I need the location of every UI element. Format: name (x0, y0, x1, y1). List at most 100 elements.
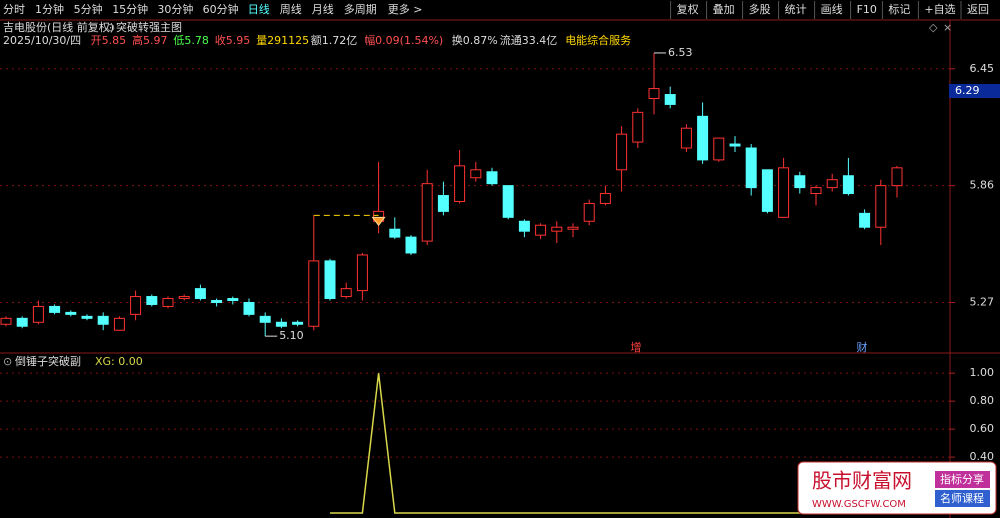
info-date: 2025/10/30/四 (3, 34, 81, 47)
period-tab[interactable]: 日线 (248, 2, 270, 16)
toolbar: 分时 1分钟 5分钟 15分钟 30分钟 60分钟 日线 周线 月线 多周期 更多 > 返回 +自选 标记… (3, 1, 989, 19)
info-amount: 额1.72亿 (311, 34, 358, 47)
watermark-url: WWW.GSCFW.COM (812, 499, 906, 510)
y-tick-label: 0.60 (970, 422, 995, 435)
candle-body (567, 226, 579, 230)
candle-body (551, 226, 563, 232)
candle-body (211, 300, 223, 303)
candle-body (891, 167, 903, 187)
sub-title: 倒锤子突破副 (15, 354, 81, 368)
candle-body (875, 185, 887, 228)
candle-body (535, 224, 547, 236)
info-turnover: 换0.87% (452, 33, 498, 47)
candle-body (794, 175, 806, 189)
sub-title-icon[interactable]: ⊙ (3, 355, 12, 368)
candle-body (502, 185, 514, 218)
tag-box (935, 490, 990, 507)
signal-diamond (371, 216, 386, 227)
candle-body (389, 228, 401, 238)
candle-body (324, 260, 336, 300)
toolbar-button[interactable]: 标记 (888, 2, 910, 16)
cursor-price-box (949, 84, 1000, 98)
toolbar-button[interactable]: +自选 (924, 3, 955, 16)
period-tab[interactable]: 1分钟 (35, 2, 64, 16)
candle-body (405, 236, 417, 254)
candle-body (16, 317, 28, 327)
diamond-icon[interactable]: ◇ (929, 21, 938, 34)
candle-body (697, 115, 709, 161)
info-float: 流通33.4亿 (500, 33, 558, 47)
candle-body (778, 167, 790, 218)
candle-body (243, 301, 255, 315)
candle-body (648, 88, 660, 99)
template-name: 突破转强主图 (116, 20, 182, 34)
y-tick-label: 6.45 (970, 62, 995, 75)
info-row: 吉电股份(日线 前复权) 突破转强主图⊙ 2025/10/30/四 开5.85 高5.9… (3, 20, 631, 47)
candle-body (32, 305, 44, 323)
info-close: 收5.95 (215, 33, 251, 47)
candle-body (97, 315, 109, 325)
candle-body (146, 296, 158, 305)
candle-body (178, 296, 190, 300)
candle-body (275, 321, 287, 327)
watermark: 股市财富网 WWW.GSCFW.COM 指标分享 名师课程 (797, 461, 997, 515)
close-icon[interactable]: × (943, 21, 952, 34)
marker: 财 (857, 340, 868, 354)
toolbar-button[interactable]: 叠加 (713, 3, 735, 16)
candle-body (65, 311, 77, 315)
info-open: 开5.85 (91, 34, 127, 47)
template-icon[interactable]: ⊙ (106, 21, 115, 34)
period-tab[interactable]: 周线 (280, 2, 302, 16)
sub-value: XG: 0.00 (95, 355, 143, 368)
candle-body (470, 169, 482, 179)
period-tab[interactable]: 30分钟 (157, 2, 193, 16)
candle-body (340, 288, 352, 298)
candle-body (583, 202, 595, 222)
period-tab[interactable]: 更多 > (388, 2, 423, 16)
period-tab[interactable]: 分时 (3, 3, 25, 16)
main-chart: 6.45 5.86 5.27 6.53 5.10 (0, 46, 994, 342)
candle-body (616, 133, 628, 171)
candle-body (664, 94, 676, 105)
candle-body (826, 179, 838, 189)
period-tab[interactable]: 60分钟 (203, 2, 239, 16)
sub-chart: 1.00 0.80 0.60 0.40 ⊙ 倒锤子突破副 XG: 0.00 (0, 354, 995, 514)
annotation: 5.10 (279, 329, 304, 342)
toolbar-button[interactable]: F10 (857, 3, 877, 16)
candle-body (599, 193, 611, 204)
y-tick-label: 5.27 (970, 295, 995, 308)
candle-body (0, 317, 12, 325)
period-tab[interactable]: 多周期 (344, 2, 377, 16)
candle-body (162, 298, 174, 307)
toolbar-button[interactable]: 多股 (749, 2, 771, 16)
toolbar-button[interactable]: 返回 (967, 3, 989, 16)
marker: 增 (631, 340, 642, 354)
candle-body (81, 315, 93, 319)
period-tab[interactable]: 15分钟 (112, 2, 148, 16)
y-tick-label: 5.86 (970, 179, 995, 192)
candle-body (356, 254, 368, 292)
candle-body (194, 288, 206, 300)
y-tick-label: 0.80 (970, 394, 995, 407)
tag-box (935, 471, 990, 488)
candle-body (761, 169, 773, 212)
info-change: 幅0.09(1.54%) (364, 34, 443, 47)
candle-body (745, 147, 757, 189)
candle-body (454, 165, 466, 202)
candle-body (713, 137, 725, 161)
period-tab[interactable]: 月线 (312, 2, 334, 16)
candle-body (680, 127, 692, 149)
candle-body (859, 212, 871, 228)
candle-body (308, 260, 320, 327)
toolbar-button[interactable]: 画线 (821, 2, 843, 16)
toolbar-button[interactable]: 复权 (677, 2, 699, 16)
watermark-site: 股市财富网 (812, 469, 912, 493)
toolbar-button[interactable]: 统计 (785, 3, 807, 16)
candle-body (259, 315, 271, 323)
info-high: 高5.97 (132, 33, 168, 47)
period-tab[interactable]: 5分钟 (74, 2, 103, 16)
y-tick-label: 1.00 (970, 366, 995, 379)
candle-body (810, 187, 822, 195)
watermark-tag: 指标分享 (940, 472, 984, 486)
